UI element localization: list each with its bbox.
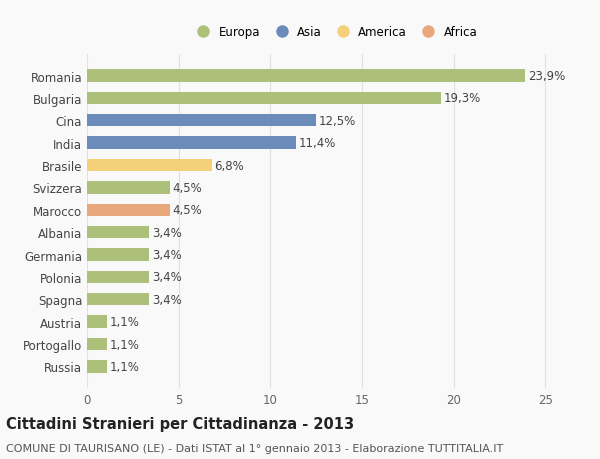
Text: 1,1%: 1,1% (110, 315, 140, 329)
Bar (87, 338, 107, 350)
Text: 1,1%: 1,1% (110, 360, 140, 373)
Bar (87, 249, 149, 261)
Text: 11,4%: 11,4% (299, 137, 336, 150)
Text: 3,4%: 3,4% (152, 293, 182, 306)
Bar (87, 93, 441, 105)
Bar (87, 137, 296, 150)
Text: 3,4%: 3,4% (152, 271, 182, 284)
Bar (87, 360, 107, 373)
Text: 23,9%: 23,9% (528, 70, 565, 83)
Text: 3,4%: 3,4% (152, 248, 182, 262)
Bar (87, 70, 525, 83)
Legend: Europa, Asia, America, Africa: Europa, Asia, America, Africa (187, 21, 482, 44)
Bar (87, 182, 170, 194)
Bar (87, 226, 149, 239)
Text: 3,4%: 3,4% (152, 226, 182, 239)
Text: 6,8%: 6,8% (214, 159, 244, 172)
Text: COMUNE DI TAURISANO (LE) - Dati ISTAT al 1° gennaio 2013 - Elaborazione TUTTITAL: COMUNE DI TAURISANO (LE) - Dati ISTAT al… (6, 443, 503, 453)
Text: 12,5%: 12,5% (319, 114, 356, 128)
Bar (87, 293, 149, 306)
Text: 19,3%: 19,3% (443, 92, 481, 105)
Text: 4,5%: 4,5% (172, 204, 202, 217)
Bar (87, 115, 316, 127)
Bar (87, 204, 170, 217)
Bar (87, 271, 149, 283)
Text: 1,1%: 1,1% (110, 338, 140, 351)
Bar (87, 160, 212, 172)
Text: Cittadini Stranieri per Cittadinanza - 2013: Cittadini Stranieri per Cittadinanza - 2… (6, 416, 354, 431)
Text: 4,5%: 4,5% (172, 181, 202, 195)
Bar (87, 316, 107, 328)
